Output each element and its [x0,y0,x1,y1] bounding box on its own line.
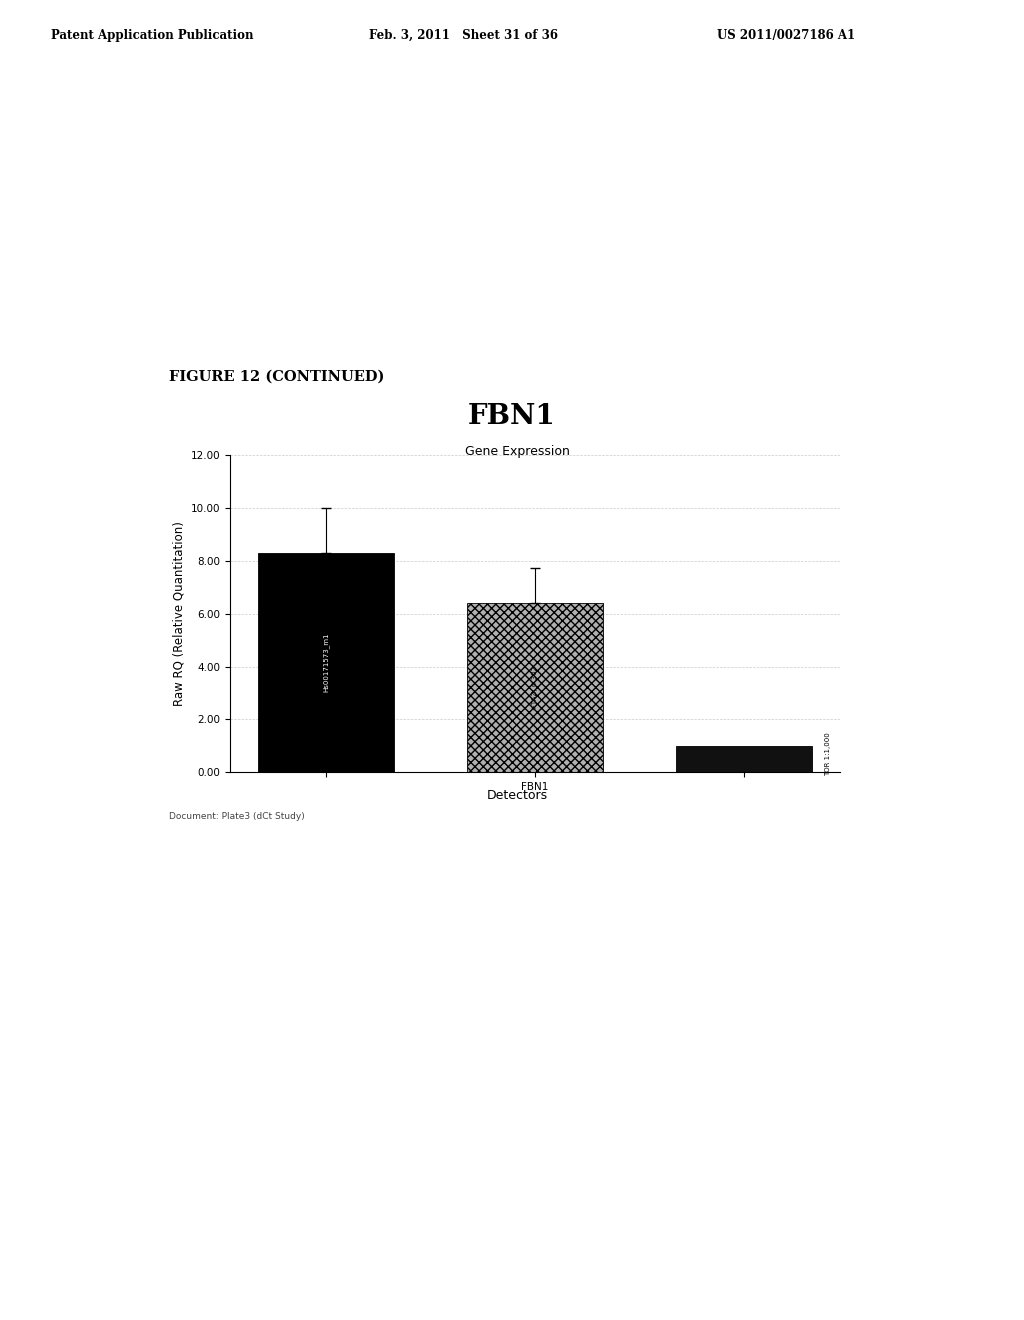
Bar [676,746,812,772]
Text: US 2011/0027186 A1: US 2011/0027186 A1 [717,29,855,42]
Text: Feb. 3, 2011   Sheet 31 of 36: Feb. 3, 2011 Sheet 31 of 36 [369,29,558,42]
Text: +TAZ; 6.302: +TAZ; 6.302 [532,665,538,710]
Bar [467,603,603,772]
Text: Detectors: Detectors [486,789,548,803]
Bar [258,553,394,772]
Text: TOR 1:1,000: TOR 1:1,000 [824,731,830,776]
Text: FBN1: FBN1 [468,403,556,429]
Text: Document: Plate3 (dCt Study): Document: Plate3 (dCt Study) [169,812,305,821]
Text: Patent Application Publication: Patent Application Publication [51,29,254,42]
Text: Gene Expression: Gene Expression [465,445,569,458]
Y-axis label: Raw RQ (Relative Quantitation): Raw RQ (Relative Quantitation) [172,521,185,706]
Text: Hs00171573_m1: Hs00171573_m1 [323,632,330,693]
Text: FIGURE 12 (CONTINUED): FIGURE 12 (CONTINUED) [169,370,384,384]
